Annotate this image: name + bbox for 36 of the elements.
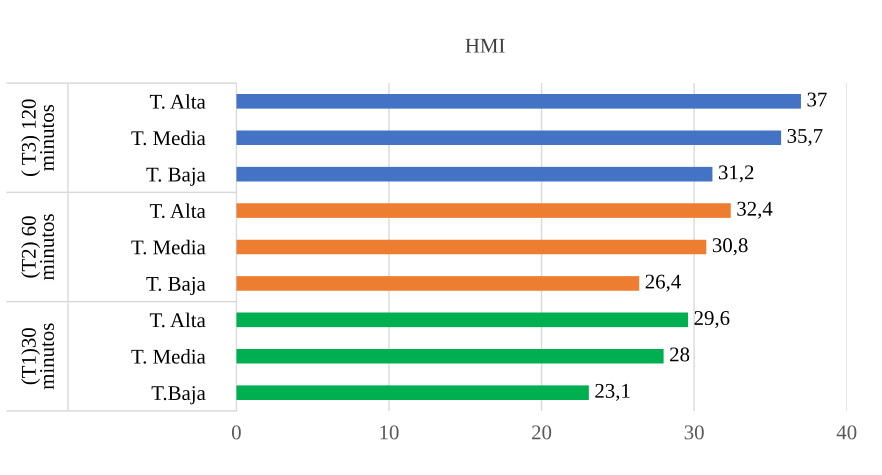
x-tick-label: 40: [836, 425, 856, 440]
x-tick-label: 20: [532, 425, 552, 440]
bar: [236, 240, 706, 254]
bar: [236, 276, 640, 291]
data-label: 23,1: [595, 384, 630, 401]
data-label: 30,8: [712, 238, 748, 256]
bar: [236, 348, 664, 364]
data-label: 29,6: [694, 311, 730, 328]
y-tick-label: T. Alta: [150, 312, 206, 328]
x-tick-label: 30: [684, 425, 704, 440]
y-tick-label: T.Baja: [152, 386, 206, 404]
data-label: 31,2: [718, 165, 754, 182]
chart-title: HMI: [465, 38, 505, 53]
y-tick-label: T. Baja: [146, 168, 206, 186]
bar: [236, 130, 782, 146]
data-label: 26,4: [646, 274, 681, 292]
data-label: 35,7: [788, 128, 823, 146]
y-tick-label: T. Baja: [146, 276, 206, 296]
bar: [236, 312, 688, 328]
bar: [236, 385, 589, 400]
y-tick-label: T. Alta: [150, 203, 206, 218]
text: (T2) 60 minutos: [21, 214, 54, 280]
bar: [236, 203, 731, 218]
data-label: 32,4: [737, 202, 772, 219]
bar: [236, 166, 712, 182]
bar: [236, 94, 801, 109]
x-tick-label: 0: [232, 425, 241, 440]
text: ( T3) 120 minutos: [21, 99, 54, 176]
x-tick-label: 10: [380, 425, 399, 440]
y-tick-label: T. Media: [131, 130, 206, 146]
y-tick-label: T. Alta: [150, 94, 206, 109]
data-label: 37: [807, 92, 827, 107]
text: (T1)30 minutos: [21, 323, 54, 390]
data-label: 28: [670, 347, 690, 362]
y-tick-label: T. Media: [131, 349, 206, 364]
y-tick-label: T. Media: [131, 240, 206, 255]
